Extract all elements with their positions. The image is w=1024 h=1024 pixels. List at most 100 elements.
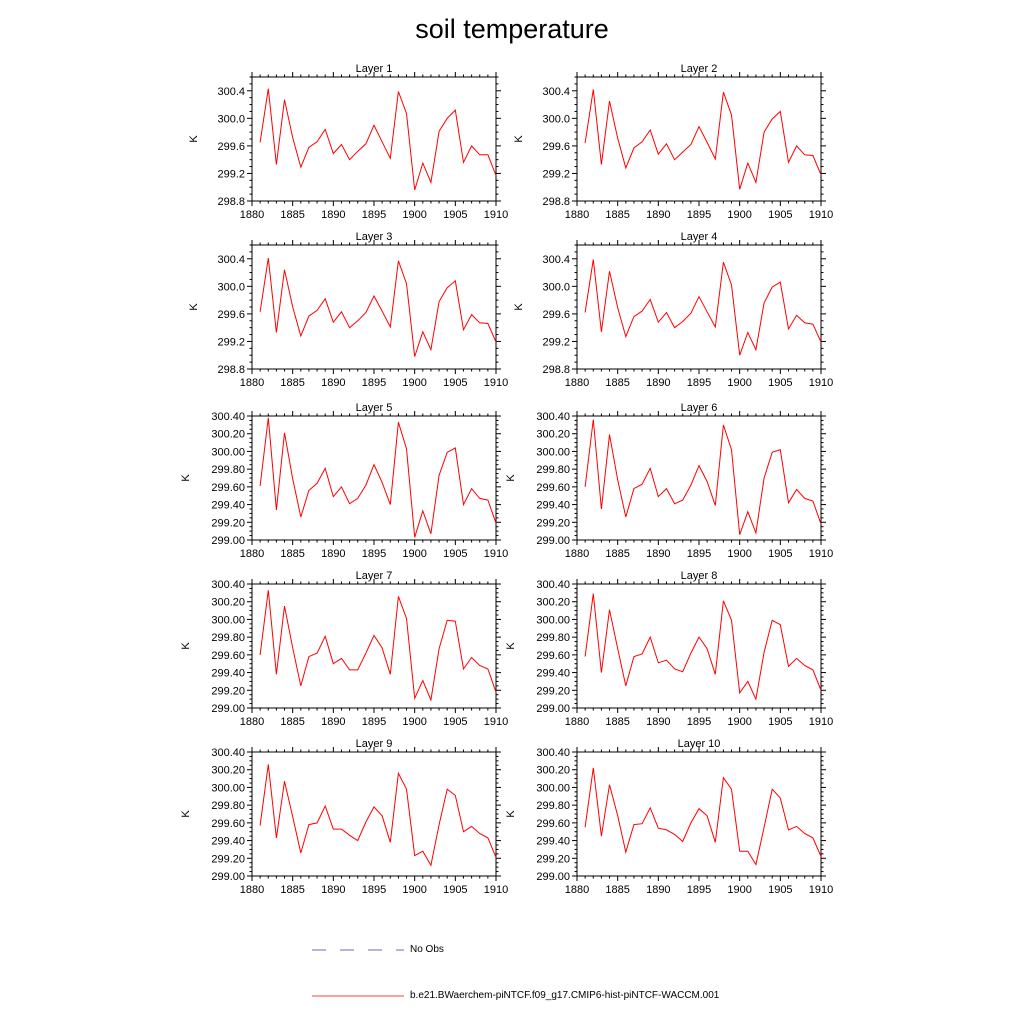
x-tick-label: 1885 — [280, 548, 304, 560]
y-tick-label: 300.40 — [536, 579, 570, 591]
series-line — [259, 417, 497, 538]
y-tick-label: 300.0 — [542, 113, 570, 125]
x-tick-label: 1895 — [362, 716, 386, 728]
panel-layer-6: Layer 6 1880 1885 1890 1895 1900 1905 1910 299.0… — [505, 402, 833, 560]
panel-title: Layer 3 — [356, 231, 393, 243]
x-tick-label: 1890 — [646, 548, 670, 560]
x-tick-label: 1880 — [565, 884, 589, 896]
y-tick-label: 299.6 — [217, 141, 245, 153]
x-tick-label: 1880 — [240, 209, 264, 221]
panel-title: Layer 9 — [356, 738, 393, 750]
panel-layer-1: Layer 1 1880 1885 1890 1895 1900 1905 1910 298.8… — [188, 63, 508, 221]
x-tick-label: 1895 — [362, 377, 386, 389]
y-tick-label: 300.20 — [211, 765, 245, 777]
x-tick-label: 1890 — [646, 716, 670, 728]
y-tick-label: 298.8 — [217, 196, 245, 208]
y-tick-label: 300.20 — [211, 429, 245, 441]
y-tick-label: 299.60 — [211, 818, 245, 830]
y-tick-label: 300.20 — [536, 429, 570, 441]
y-tick-label: 299.2 — [217, 168, 245, 180]
y-tick-label: 300.4 — [217, 86, 245, 98]
x-tick-label: 1890 — [321, 209, 345, 221]
x-tick-label: 1885 — [605, 716, 629, 728]
x-tick-label: 1910 — [809, 716, 833, 728]
x-tick-label: 1895 — [362, 884, 386, 896]
x-tick-label: 1910 — [484, 377, 508, 389]
y-tick-label: 299.20 — [211, 853, 245, 865]
y-tick-label: 299.20 — [536, 685, 570, 697]
y-tick-label: 299.00 — [536, 535, 570, 547]
y-tick-label: 299.40 — [211, 668, 245, 680]
y-tick-label: 300.4 — [542, 86, 570, 98]
y-tick-label: 299.2 — [542, 336, 570, 348]
x-tick-label: 1900 — [402, 548, 426, 560]
x-tick-label: 1900 — [402, 377, 426, 389]
x-tick-label: 1880 — [565, 716, 589, 728]
x-tick-label: 1910 — [484, 716, 508, 728]
y-tick-label: 300.00 — [211, 782, 245, 794]
y-tick-label: 300.00 — [536, 614, 570, 626]
panel-title: Layer 5 — [356, 402, 393, 414]
y-axis-label: K — [188, 135, 200, 143]
x-tick-label: 1885 — [605, 884, 629, 896]
y-tick-label: 299.40 — [536, 836, 570, 848]
panel-layer-5: Layer 5 1880 1885 1890 1895 1900 1905 1910 299.0… — [180, 402, 508, 560]
y-tick-label: 299.6 — [217, 309, 245, 321]
y-tick-label: 299.60 — [536, 650, 570, 662]
series-line — [259, 88, 497, 191]
x-tick-label: 1885 — [280, 884, 304, 896]
series-line — [259, 764, 497, 867]
y-tick-label: 299.00 — [211, 871, 245, 883]
x-tick-label: 1895 — [687, 377, 711, 389]
panel-layer-4: Layer 4 1880 1885 1890 1895 1900 1905 1910 298.8… — [513, 231, 833, 389]
panel-layer-3: Layer 3 1880 1885 1890 1895 1900 1905 1910 298.8… — [188, 231, 508, 389]
panel-layer-10: Layer 10 1880 1885 1890 1895 1900 1905 1910 299.… — [505, 738, 833, 896]
chart-title: soil temperature — [415, 14, 609, 44]
y-axis-label: K — [180, 474, 192, 482]
panel-layer-7: Layer 7 1880 1885 1890 1895 1900 1905 1910 299.0… — [180, 570, 508, 728]
y-tick-label: 299.80 — [211, 464, 245, 476]
x-tick-label: 1885 — [280, 209, 304, 221]
panel-layer-9: Layer 9 1880 1885 1890 1895 1900 1905 1910 299.0… — [180, 738, 508, 896]
legend-label-model: b.e21.BWaerchem-piNTCF.f09_g17.CMIP6-his… — [410, 990, 720, 1001]
y-tick-label: 299.80 — [536, 464, 570, 476]
y-tick-label: 299.00 — [211, 703, 245, 715]
panel-title: Layer 10 — [678, 738, 721, 750]
panel-layer-2: Layer 2 1880 1885 1890 1895 1900 1905 1910 298.8… — [513, 63, 833, 221]
x-tick-label: 1880 — [240, 548, 264, 560]
y-tick-label: 299.40 — [536, 668, 570, 680]
y-tick-label: 299.80 — [211, 800, 245, 812]
x-tick-label: 1905 — [443, 884, 467, 896]
y-tick-label: 300.4 — [217, 254, 245, 266]
x-tick-label: 1910 — [809, 884, 833, 896]
y-tick-label: 300.40 — [536, 747, 570, 759]
x-tick-label: 1910 — [809, 209, 833, 221]
y-tick-label: 300.4 — [542, 254, 570, 266]
x-tick-label: 1885 — [605, 209, 629, 221]
x-tick-label: 1880 — [565, 548, 589, 560]
x-tick-label: 1910 — [484, 548, 508, 560]
x-tick-label: 1890 — [321, 548, 345, 560]
series-line — [584, 593, 822, 701]
y-tick-label: 300.00 — [536, 782, 570, 794]
x-tick-label: 1890 — [321, 884, 345, 896]
y-tick-label: 299.20 — [211, 517, 245, 529]
series-line — [259, 590, 497, 702]
x-tick-label: 1905 — [443, 548, 467, 560]
y-tick-label: 300.00 — [536, 446, 570, 458]
y-tick-label: 298.8 — [217, 364, 245, 376]
panel-title: Layer 6 — [681, 402, 718, 414]
y-tick-label: 299.80 — [536, 632, 570, 644]
x-tick-label: 1895 — [687, 716, 711, 728]
series-line — [584, 89, 822, 190]
x-tick-label: 1905 — [443, 377, 467, 389]
y-tick-label: 299.20 — [536, 517, 570, 529]
x-tick-label: 1910 — [809, 548, 833, 560]
y-tick-label: 299.00 — [536, 871, 570, 883]
x-tick-label: 1890 — [646, 377, 670, 389]
y-tick-label: 299.40 — [211, 836, 245, 848]
x-tick-label: 1895 — [362, 209, 386, 221]
x-tick-label: 1890 — [321, 716, 345, 728]
y-axis-label: K — [505, 642, 517, 650]
x-tick-label: 1890 — [321, 377, 345, 389]
